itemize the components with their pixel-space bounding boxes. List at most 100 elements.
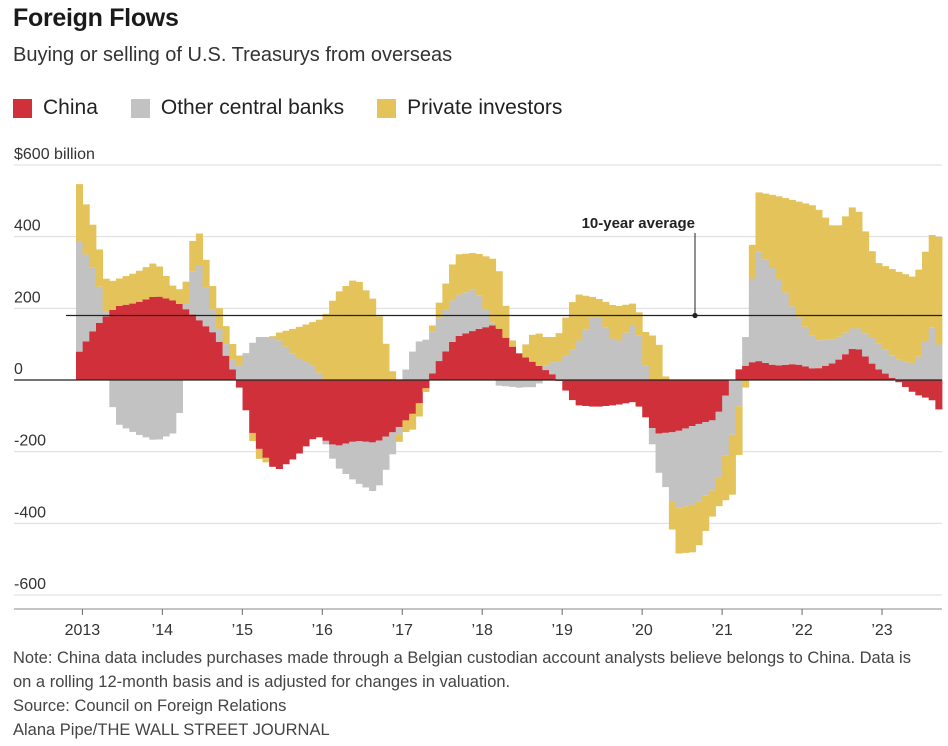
x-tick-label: ’17 (392, 622, 413, 635)
bar-private-investors (802, 203, 809, 326)
source-text: Source: Council on Foreign Relations (13, 694, 933, 718)
bar-other-central-banks (83, 255, 90, 342)
bar-china (269, 380, 276, 467)
bar-private-investors (529, 335, 536, 362)
bar-other-central-banks (109, 380, 116, 407)
bar-other-central-banks (149, 380, 156, 440)
bar-china (569, 380, 576, 400)
bar-private-investors (109, 281, 116, 310)
bar-other-central-banks (409, 352, 416, 380)
x-tick-label: 2013 (65, 622, 101, 635)
bar-private-investors (183, 282, 190, 304)
x-tick-label: ’18 (472, 622, 493, 635)
bar-china (243, 380, 250, 410)
bar-china (462, 333, 469, 380)
bar-private-investors (762, 194, 769, 260)
bar-china (875, 369, 882, 380)
bar-china (322, 380, 329, 441)
bar-private-investors (263, 458, 270, 463)
bar-private-investors (209, 286, 216, 310)
x-tick-label: ’15 (232, 622, 253, 635)
bar-other-central-banks (929, 327, 936, 380)
bar-china (722, 380, 729, 396)
bar-other-central-banks (862, 333, 869, 356)
bar-other-central-banks (582, 329, 589, 380)
bar-other-central-banks (596, 317, 603, 380)
bar-other-central-banks (855, 328, 862, 349)
legend-swatch-china (13, 99, 32, 118)
bar-private-investors (622, 305, 629, 333)
bar-private-investors (289, 329, 296, 353)
bar-china (396, 380, 403, 427)
bar-other-central-banks (342, 444, 349, 474)
bar-china (809, 368, 816, 380)
bar-other-central-banks (283, 347, 290, 380)
bar-private-investors (149, 264, 156, 297)
bar-private-investors (229, 344, 236, 360)
notes: Note: China data includes purchases made… (13, 646, 933, 742)
bar-private-investors (369, 299, 376, 380)
bar-china (429, 373, 436, 380)
bar-private-investors (422, 388, 429, 392)
bar-china (83, 341, 90, 380)
bar-private-investors (855, 212, 862, 329)
x-tick-label: ’14 (152, 622, 173, 635)
bar-other-central-banks (909, 363, 916, 380)
bar-private-investors (922, 252, 929, 341)
bar-private-investors (889, 269, 896, 355)
bar-other-central-banks (296, 358, 303, 380)
y-tick-label: -200 (14, 433, 46, 450)
bar-private-investors (163, 276, 170, 298)
bar-private-investors (489, 259, 496, 323)
bar-china (289, 380, 296, 459)
bar-china (849, 349, 856, 380)
bar-china (622, 380, 629, 403)
bar-china (296, 380, 303, 454)
bar-private-investors (656, 345, 663, 380)
bar-private-investors (203, 260, 210, 288)
bar-china (143, 299, 150, 380)
bar-private-investors (129, 274, 136, 304)
bar-private-investors (882, 266, 889, 349)
bar-other-central-banks (516, 380, 523, 387)
bar-china (616, 380, 623, 405)
bar-china (815, 368, 822, 380)
bar-private-investors (309, 322, 316, 366)
bar-other-central-banks (775, 279, 782, 365)
bar-china (456, 336, 463, 380)
bar-private-investors (602, 302, 609, 328)
chart-plot: $600 billion 400 200 0 -200 -400 -600 2013 ’14 ’1… (0, 140, 948, 635)
x-tick-label: ’19 (551, 622, 572, 635)
bar-china (349, 380, 356, 442)
bar-private-investors (642, 332, 649, 366)
bar-private-investors (316, 320, 323, 373)
bar-china (96, 323, 103, 380)
bar-other-central-banks (749, 279, 756, 363)
bar-private-investors (596, 299, 603, 317)
bar-private-investors (449, 264, 456, 300)
bar-other-central-banks (669, 432, 676, 501)
bar-private-investors (243, 353, 250, 354)
bar-other-central-banks (769, 268, 776, 365)
bar-private-investors (89, 225, 96, 268)
bar-china (735, 369, 742, 380)
bar-china (935, 380, 942, 409)
bar-china (742, 366, 749, 380)
bar-private-investors (283, 331, 290, 347)
bar-other-central-banks (882, 349, 889, 373)
bar-china (716, 380, 723, 412)
bar-private-investors (322, 314, 329, 380)
bar-private-investors (169, 286, 176, 301)
bar-private-investors (676, 508, 683, 553)
bar-other-central-banks (642, 366, 649, 380)
bar-private-investors (616, 306, 623, 341)
bar-china (676, 380, 683, 431)
bar-china (542, 370, 549, 380)
bar-private-investors (509, 340, 516, 346)
bar-other-central-banks (223, 344, 230, 356)
bar-private-investors (356, 282, 363, 380)
bar-other-central-banks (229, 360, 236, 370)
bar-other-central-banks (502, 380, 509, 386)
bar-china (629, 380, 636, 402)
y-tick-label: $600 billion (14, 146, 95, 163)
